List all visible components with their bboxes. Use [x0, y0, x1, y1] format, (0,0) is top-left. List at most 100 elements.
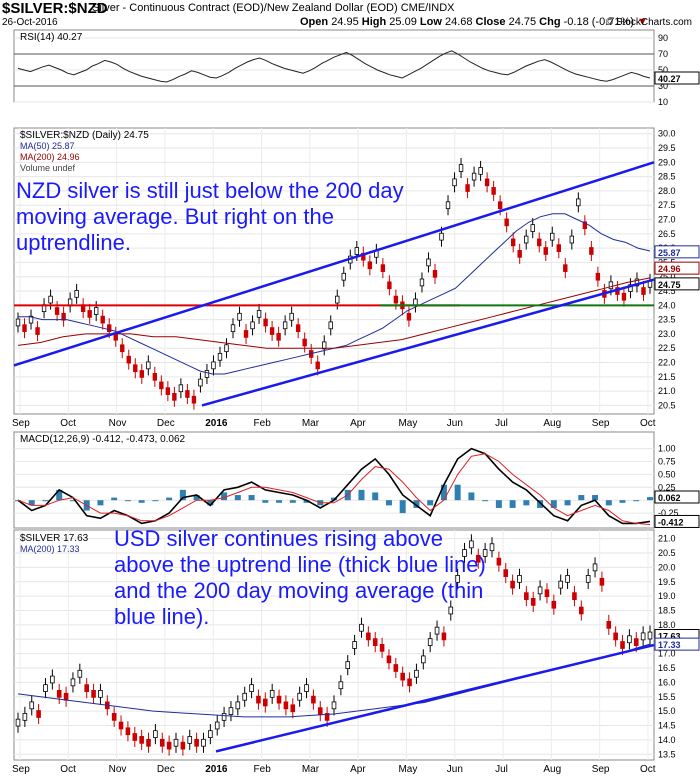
rsi-tick-label: 30 — [658, 81, 668, 91]
nzd-price-bar — [335, 295, 340, 304]
nzd-tick-label: 20.5 — [658, 400, 676, 410]
nzd-tick-label: 23.0 — [658, 329, 676, 339]
nzd-price-bar — [445, 201, 451, 210]
macd-histogram-bar — [358, 489, 365, 501]
nzd-price-bar — [74, 290, 79, 298]
macd-tick-label: 0.25 — [658, 482, 676, 492]
usd-tick-label: 17.0 — [658, 649, 676, 659]
nzd-price-bar — [452, 178, 457, 187]
nzd-tick-label: 30.0 — [658, 129, 676, 139]
nzd-tick-label: 21.0 — [658, 386, 676, 396]
rsi-tick-label: 10 — [658, 97, 668, 107]
macd-histogram-bar — [592, 495, 599, 501]
ma200-price-tag-box — [654, 261, 700, 275]
macd-histogram-bar — [633, 500, 640, 502]
rsi-tick-label: 50 — [658, 65, 668, 75]
nzd-price-bar — [634, 278, 640, 287]
macd-histogram-bar — [647, 497, 653, 501]
nzd-price-bar — [120, 344, 125, 353]
nzd-price-bar — [126, 355, 131, 364]
usd-tick-label: 18.5 — [658, 606, 676, 616]
nzd-price-bar — [595, 272, 601, 281]
nzd-x-tick-jun: Jun — [447, 418, 463, 429]
chart-subtitle: Silver - Continuous Contract (EOD)/New Z… — [92, 2, 455, 14]
nzd-price-bar — [315, 361, 320, 370]
usd-price-bar — [180, 741, 186, 750]
usd-tick-label: 20.5 — [658, 548, 676, 558]
usd-x-tick-2016: 2016 — [205, 764, 228, 775]
nzd-price-bar — [230, 324, 236, 333]
ma200-legend: MA(200) 24.96 — [20, 152, 80, 162]
chg-value: -0.18 (-0.71%) — [563, 16, 634, 28]
usd-price-bar — [256, 695, 261, 704]
chg-label: Chg — [539, 16, 561, 28]
nzd-annotation: NZD silver is still just below the 200 d… — [16, 178, 404, 255]
nzd-price-bar — [48, 295, 53, 304]
usd-tick-label: 15.0 — [658, 706, 676, 716]
nzd-price-bar — [530, 224, 535, 232]
macd-histogram-bar — [262, 500, 269, 503]
usd-price-bar — [606, 621, 612, 629]
nzd-price-bar — [172, 393, 177, 401]
usd-tick-label: 14.5 — [658, 721, 676, 731]
nzd-tick-label: 27.5 — [658, 200, 676, 210]
nzd-price-bar — [178, 384, 184, 393]
nzd-price-bar — [478, 167, 483, 175]
nzd-price-bar — [61, 312, 66, 321]
nzd-x-tick-aug: Aug — [543, 418, 561, 429]
rsi-tick-label: 70 — [658, 49, 668, 59]
macd-line — [17, 447, 651, 525]
usd-price-bar — [421, 655, 426, 664]
nzd-price-bar — [54, 307, 60, 315]
macd-histogram-bar — [619, 500, 626, 503]
usd-price-bar — [592, 563, 598, 572]
nzd-x-tick-jul: Jul — [495, 418, 508, 429]
usd-price-bar — [84, 684, 89, 692]
nzd-price-bar — [139, 370, 144, 378]
usd-price-bar — [63, 692, 69, 701]
usd-price-bar — [510, 580, 515, 589]
usd-price-bar — [620, 641, 625, 649]
macd-histogram-bar — [550, 500, 557, 508]
nzd-price-bar — [87, 310, 92, 318]
nzd-x-tick-nov: Nov — [109, 418, 127, 429]
usd-x-tick-oct: Oct — [640, 764, 656, 775]
macd-histogram-bar — [207, 500, 214, 506]
nzd-price-bar — [354, 247, 360, 255]
macd-hist-tag-box — [654, 490, 700, 504]
nzd-x-tick-oct: Oct — [60, 418, 76, 429]
macd-histogram-bar — [166, 497, 173, 501]
nzd-legend: $SILVER:$NZD (Daily) 24.75 — [20, 130, 149, 141]
macd-histogram-bar — [509, 500, 516, 508]
price-panel-nzd — [13, 127, 655, 415]
usd-price-bar — [627, 635, 632, 644]
macd-histogram-bar — [482, 500, 489, 502]
rsi-line — [17, 50, 651, 83]
usd-price-bar — [125, 727, 131, 736]
nzd-price-bar — [243, 330, 249, 338]
nzd-price-bar — [159, 381, 164, 390]
upper-channel-line — [13, 161, 655, 367]
usd-price-bar — [482, 549, 488, 557]
usd-price-bar — [544, 589, 550, 598]
macd-value-tag-box — [654, 514, 700, 528]
usd-price-bar — [249, 684, 254, 692]
usd-price-bar — [579, 606, 584, 615]
macd-histogram-bar — [564, 500, 571, 506]
nzd-price-bar — [204, 370, 210, 378]
low-label: Low — [419, 16, 442, 28]
usd-price-bar — [379, 644, 385, 652]
high-value: 25.09 — [389, 16, 417, 28]
usd-price-bar — [558, 580, 563, 589]
nzd-x-tick-dec: Dec — [157, 418, 175, 429]
usd-price-bar — [517, 575, 522, 583]
usd-price-bar — [283, 701, 289, 710]
nzd-price-bar — [237, 312, 242, 321]
usd-x-tick-aug: Aug — [543, 764, 561, 775]
nzd-price-bar — [185, 390, 190, 398]
usd-price-bar — [311, 695, 316, 704]
usd-price-bar — [276, 695, 282, 704]
nzd-price-bar — [22, 324, 27, 333]
usd-price-bar — [393, 664, 399, 672]
usd-price-bar — [599, 577, 605, 586]
